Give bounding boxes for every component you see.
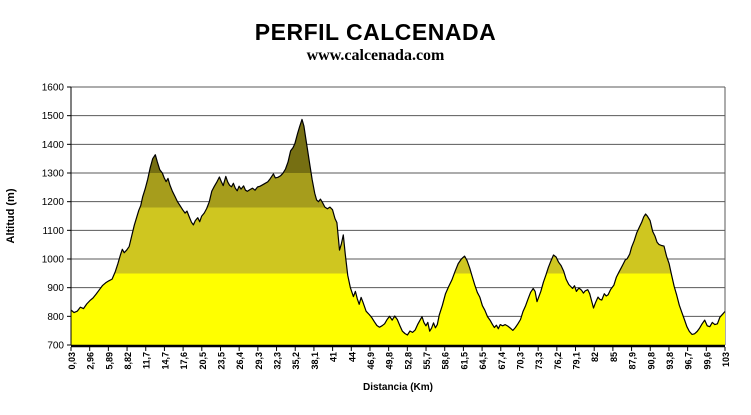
x-tick-label-8: 23,5 bbox=[216, 352, 226, 370]
y-tick-label-700: 700 bbox=[47, 341, 64, 352]
x-tick-label-32: 93,8 bbox=[665, 352, 675, 370]
x-tick-label-11: 32,3 bbox=[273, 352, 283, 370]
x-tick-label-6: 17,6 bbox=[179, 352, 189, 370]
x-tick-label-18: 52,8 bbox=[403, 352, 413, 370]
y-tick-label-1300: 1300 bbox=[42, 169, 65, 180]
y-tick-label-1000: 1000 bbox=[42, 255, 65, 266]
x-tick-label-10: 29,3 bbox=[254, 352, 264, 370]
y-tick-label-1400: 1400 bbox=[42, 140, 65, 151]
y-tick-label-1500: 1500 bbox=[42, 111, 65, 122]
x-tick-label-4: 11,7 bbox=[142, 352, 152, 369]
x-tick-label-26: 76,2 bbox=[553, 352, 563, 370]
elevation-area-fill bbox=[71, 119, 725, 346]
elevation-outline bbox=[70, 118, 726, 336]
x-tick-label-21: 61,5 bbox=[459, 352, 469, 370]
x-tick-label-35: 103 bbox=[721, 352, 731, 367]
x-tick-label-25: 73,3 bbox=[534, 352, 544, 370]
tick-labels: 700 800 900 1000 1100 1200 1300 1400 1500 1600 0,0… bbox=[42, 83, 731, 370]
x-axis-title: Distancia (Km) bbox=[363, 382, 433, 393]
x-tick-label-14: 41 bbox=[329, 352, 339, 362]
x-tick-label-20: 58,6 bbox=[441, 352, 451, 370]
x-tick-label-22: 64,5 bbox=[478, 352, 488, 370]
x-tick-label-2: 5,89 bbox=[104, 352, 114, 370]
y-axis-title: Altitud (m) bbox=[5, 188, 17, 243]
x-tick-label-12: 35,2 bbox=[291, 352, 301, 370]
x-tick-label-34: 99,6 bbox=[702, 352, 712, 370]
y-tick-label-800: 800 bbox=[47, 312, 64, 323]
x-tick-label-17: 49,8 bbox=[385, 352, 395, 370]
chart-title: PERFIL CALCENADA bbox=[254, 19, 497, 45]
elevation-area bbox=[70, 118, 726, 346]
x-tick-label-13: 38,1 bbox=[310, 352, 320, 370]
x-tick-label-7: 20,5 bbox=[198, 352, 208, 370]
x-tick-label-24: 70,3 bbox=[515, 352, 525, 370]
y-tick-label-900: 900 bbox=[47, 283, 64, 294]
x-tick-label-9: 26,4 bbox=[235, 352, 245, 370]
x-tick-label-31: 90,8 bbox=[646, 352, 656, 370]
x-tick-label-27: 79,1 bbox=[572, 352, 582, 370]
x-tick-label-33: 96,7 bbox=[684, 352, 694, 370]
x-tick-label-16: 46,9 bbox=[366, 352, 376, 370]
x-tick-label-5: 14,7 bbox=[160, 352, 170, 370]
x-tick-label-28: 82 bbox=[590, 352, 600, 362]
x-tick-label-15: 44 bbox=[347, 352, 357, 362]
y-tick-label-1600: 1600 bbox=[42, 83, 65, 94]
x-tick-label-1: 2,96 bbox=[86, 352, 96, 370]
x-tick-label-3: 8,82 bbox=[123, 352, 133, 370]
x-tick-label-23: 67,4 bbox=[497, 352, 507, 370]
chart-subtitle: www.calcenada.com bbox=[306, 47, 445, 64]
y-tick-label-1200: 1200 bbox=[42, 197, 65, 208]
x-tick-label-29: 85 bbox=[609, 352, 619, 362]
y-tick-label-1100: 1100 bbox=[42, 226, 64, 237]
x-tick-label-19: 55,7 bbox=[422, 352, 432, 370]
x-tick-label-30: 87,9 bbox=[628, 352, 638, 370]
x-tick-label-0: 0,03 bbox=[67, 352, 77, 370]
axes bbox=[67, 86, 726, 351]
